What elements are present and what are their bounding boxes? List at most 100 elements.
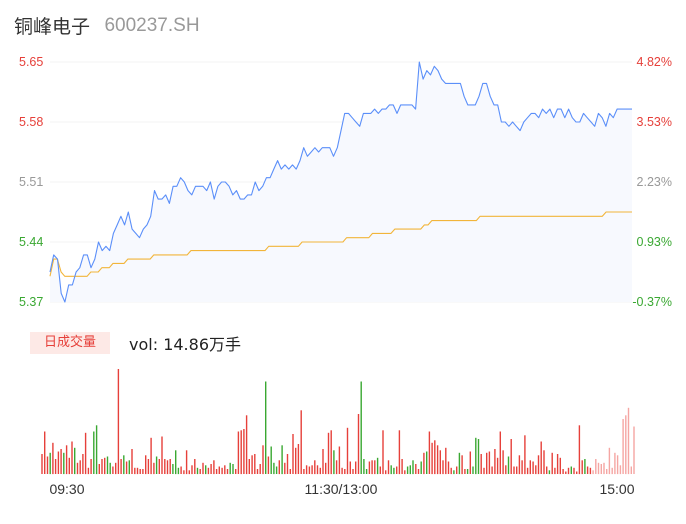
- volume-bar: [112, 466, 114, 474]
- volume-bar: [494, 449, 496, 474]
- volume-bar: [409, 465, 411, 475]
- volume-bar: [581, 460, 583, 475]
- volume-bar: [215, 469, 218, 474]
- volume-bar: [488, 451, 491, 474]
- daily-volume-tag: 日成交量: [30, 332, 110, 354]
- volume-bar: [355, 461, 357, 474]
- percent-tick-label: 4.82%: [637, 55, 672, 69]
- stock-code: 600237.SH: [104, 14, 200, 36]
- volume-bar: [379, 466, 381, 474]
- volume-bar: [371, 460, 373, 475]
- volume-bar: [417, 469, 420, 474]
- volume-bar: [570, 466, 572, 474]
- volume-bar: [325, 462, 327, 475]
- volume-bar: [584, 459, 586, 474]
- volume-bar: [368, 461, 371, 474]
- volume-bar: [145, 455, 147, 475]
- volume-bar: [420, 461, 422, 474]
- volume-bar: [319, 467, 321, 475]
- volume-bar: [316, 465, 319, 475]
- volume-bar: [259, 464, 261, 474]
- volume-bar: [172, 464, 174, 474]
- volume-bar: [300, 410, 302, 474]
- volume-bar: [104, 457, 106, 475]
- volume-bar: [445, 447, 447, 475]
- volume-bar: [218, 466, 220, 474]
- volume-bar: [79, 460, 81, 475]
- volume-bar: [532, 461, 534, 474]
- volume-bar: [224, 465, 226, 475]
- stock-name: 铜峰电子: [14, 16, 91, 38]
- volume-bar: [295, 447, 297, 475]
- volume-bar: [46, 456, 49, 474]
- volume-bar: [199, 469, 201, 474]
- average-price-line: [49, 211, 632, 277]
- volume-bar: [382, 430, 384, 475]
- volume-bar: [243, 429, 245, 474]
- volume-bar: [278, 460, 280, 475]
- volume-bar: [240, 430, 242, 475]
- volume-bar: [128, 460, 130, 475]
- volume-value: 14.86万手: [163, 335, 241, 354]
- volume-bar: [627, 407, 630, 475]
- stock-header: 铜峰电子 600237.SH: [14, 12, 200, 40]
- price-tick-label: 5.58: [19, 115, 43, 129]
- volume-bar: [456, 466, 458, 474]
- volume-bar: [633, 426, 635, 474]
- price-tick-label: 5.65: [19, 55, 43, 69]
- volume-bar: [387, 460, 390, 475]
- volume-bar: [245, 415, 248, 475]
- average-price-path: [49, 211, 632, 277]
- volume-bar: [142, 469, 144, 474]
- volume-bar: [595, 459, 597, 474]
- volume-bar: [352, 469, 354, 474]
- volume-bar: [398, 430, 401, 475]
- price-area: [50, 62, 632, 302]
- volume-bar: [235, 469, 237, 474]
- volume-bar: [177, 467, 180, 475]
- volume-bar: [428, 431, 431, 474]
- volume-bar: [101, 459, 103, 474]
- volume-bar: [136, 467, 139, 475]
- volume-bar: [573, 467, 575, 475]
- volume-bar: [611, 467, 613, 475]
- volume-bar: [458, 452, 461, 475]
- volume-bar: [396, 466, 398, 474]
- volume-bar: [600, 464, 602, 474]
- volume-bar: [365, 469, 368, 474]
- volume-bar: [84, 432, 87, 475]
- volume-bar: [546, 466, 548, 474]
- volume-bar: [286, 454, 289, 474]
- volume-bar: [491, 466, 493, 474]
- volume-bar: [106, 456, 109, 474]
- volume-bar: [439, 450, 441, 475]
- volume-bar: [521, 460, 523, 475]
- volume-bar: [603, 462, 605, 475]
- price-tick-label: 5.44: [19, 235, 43, 249]
- volume-bar: [270, 446, 272, 474]
- volume-bar: [406, 466, 409, 474]
- volume-bar: [543, 450, 545, 475]
- volume-bar: [434, 440, 436, 475]
- volume-bar: [74, 447, 76, 475]
- volume-bar: [415, 464, 417, 474]
- volume-bar: [412, 460, 414, 475]
- volume-bar: [63, 452, 65, 475]
- volume-bar: [161, 436, 163, 474]
- volume-bar: [502, 450, 504, 475]
- volume-bar: [289, 469, 291, 474]
- volume-bar: [576, 471, 578, 474]
- volume-bar: [625, 415, 627, 475]
- volume-bar: [210, 464, 212, 474]
- volume-bar: [436, 445, 439, 475]
- volume-bar: [614, 452, 616, 475]
- volume-bar: [363, 459, 365, 474]
- volume-bar: [134, 467, 136, 475]
- volume-bar: [194, 459, 196, 474]
- volume-bar: [535, 465, 537, 475]
- volume-bar: [281, 445, 283, 475]
- volume-bar: [284, 462, 286, 475]
- volume-bar: [229, 462, 231, 475]
- volume-bar: [49, 452, 51, 475]
